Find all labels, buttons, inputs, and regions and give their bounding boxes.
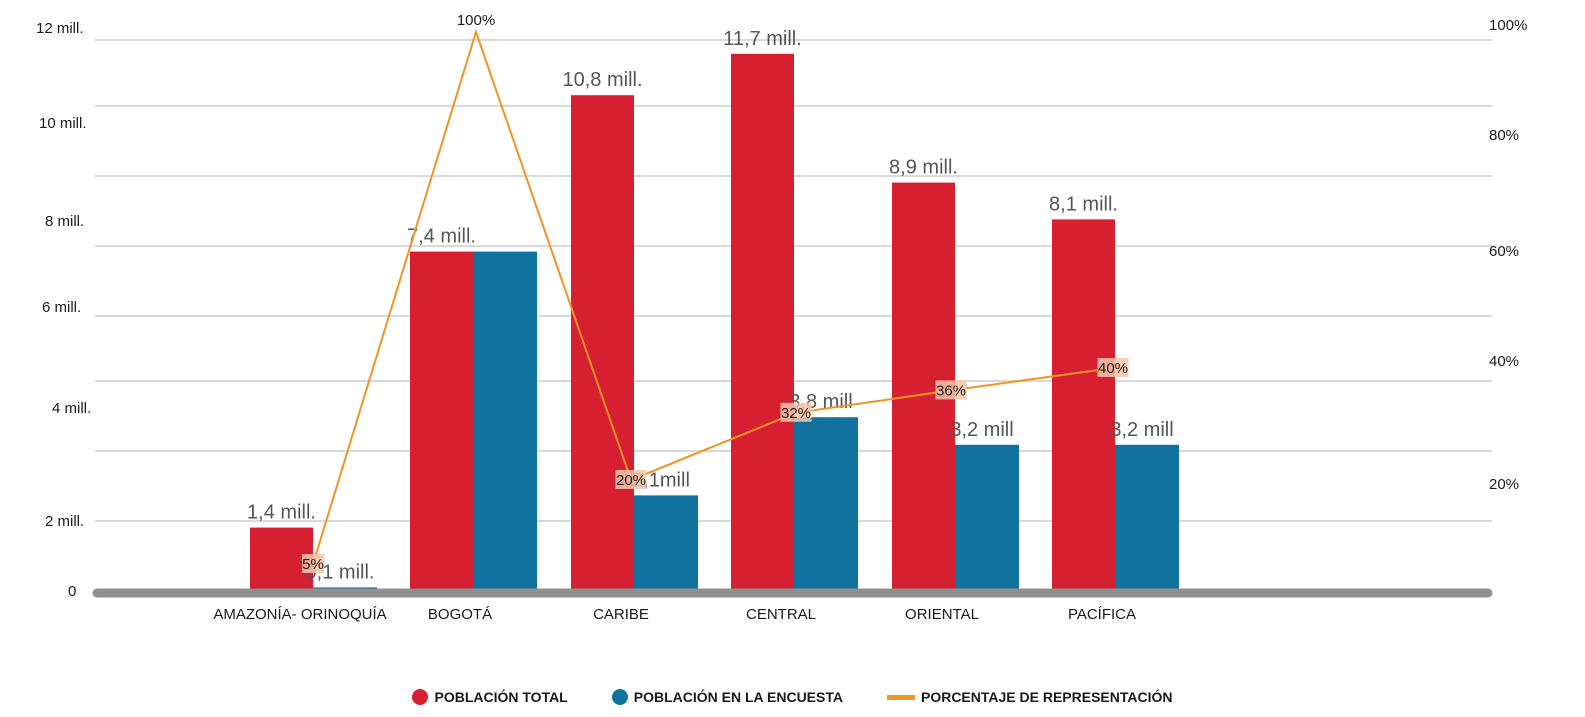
legend-item-poblacion-encuesta: POBLACIÓN EN LA ENCUESTA: [611, 689, 843, 705]
data-label-poblacion-encuesta: 3,2 mill: [950, 419, 1013, 441]
x-tick-label: ORIENTAL: [905, 606, 979, 623]
data-label-porcentaje: 100%: [457, 12, 495, 29]
data-label-poblacion-encuesta: 2,1mill: [632, 469, 690, 491]
bar-poblacion-total: [731, 53, 794, 593]
data-label-porcentaje: 40%: [1098, 360, 1128, 377]
y-tick-label-right: 80%: [1489, 127, 1519, 144]
data-label-poblacion-total: 7,4 mill.: [407, 226, 476, 248]
data-label-porcentaje: 20%: [616, 472, 646, 489]
bar-poblacion-encuesta: [794, 417, 858, 592]
data-label-porcentaje: 36%: [936, 382, 966, 399]
bar-poblacion-encuesta: [955, 444, 1019, 592]
x-tick-label: CENTRAL: [746, 606, 816, 623]
y-tick-label-left: 12 mill.: [36, 20, 84, 37]
legend-label-poblacion-encuesta: POBLACIÓN EN LA ENCUESTA: [633, 689, 843, 705]
legend-label-porcentaje: PORCENTAJE DE REPRESENTACIÓN: [920, 689, 1173, 705]
data-label-poblacion-total: 11,7 mill.: [723, 28, 802, 50]
data-label-box-porcentaje: [615, 470, 647, 489]
line-porcentaje-representacion: [312, 28, 1114, 565]
x-tick-label: PACÍFICA: [1068, 606, 1136, 623]
y-tick-label-left: 0: [68, 583, 76, 600]
bar-poblacion-total: [571, 95, 634, 592]
data-label-poblacion-total: 8,9 mill.: [889, 157, 958, 179]
x-tick-label: CARIBE: [593, 606, 649, 623]
x-tick-label: AMAZONÍA- ORINOQUÍA: [213, 606, 386, 623]
data-label-box-porcentaje: [302, 554, 324, 573]
data-label-poblacion-total: 1,4 mill.: [247, 502, 316, 524]
legend-label-poblacion-total: POBLACIÓN TOTAL: [434, 689, 568, 705]
bar-poblacion-encuesta: [1115, 444, 1179, 592]
y-tick-label-right: 40%: [1489, 353, 1519, 370]
chart-svg: 0 2 mill. 4 mill. 6 mill. 8 mill. 10 mill. 12 …: [36, 12, 1527, 623]
legend-item-porcentaje: PORCENTAJE DE REPRESENTACIÓN: [886, 689, 1173, 705]
legend-item-poblacion-total: POBLACIÓN TOTAL: [412, 689, 568, 705]
y-tick-label-right: 20%: [1489, 476, 1519, 493]
bar-poblacion-total: [410, 251, 473, 592]
y-tick-label-right: 60%: [1489, 243, 1519, 260]
bar-poblacion-encuesta: [473, 251, 537, 592]
y-tick-label-left: 6 mill.: [42, 299, 81, 316]
y-tick-label-left: 10 mill.: [39, 115, 87, 132]
data-label-porcentaje: 5%: [302, 556, 324, 573]
y-tick-label-left: 2 mill.: [45, 513, 84, 530]
data-label-poblacion-encuesta: 3,2 mill: [1110, 419, 1173, 441]
data-label-box-porcentaje: [1097, 358, 1129, 377]
x-tick-label: BOGOTÁ: [428, 606, 492, 623]
data-label-box-porcentaje: [935, 380, 967, 400]
data-label-box-porcentaje: [780, 402, 812, 422]
bar-poblacion-encuesta: [634, 495, 698, 592]
data-label-poblacion-total: 8,1 mill.: [1049, 193, 1118, 215]
y-tick-label-left: 8 mill.: [45, 213, 84, 230]
legend-marker-porcentaje: [886, 694, 915, 700]
y-tick-label-right: 100%: [1489, 17, 1527, 34]
data-label-poblacion-total: 10,8 mill.: [562, 69, 642, 91]
legend: POBLACIÓN TOTAL POBLACIÓN EN LA ENCUESTA…: [0, 684, 1585, 710]
legend-marker-poblacion-encuesta: [611, 689, 628, 705]
y-tick-label-left: 4 mill.: [52, 400, 91, 417]
bar-poblacion-total: [1052, 219, 1115, 592]
legend-marker-poblacion-total: [412, 689, 429, 705]
data-label-porcentaje: 32%: [781, 405, 811, 422]
